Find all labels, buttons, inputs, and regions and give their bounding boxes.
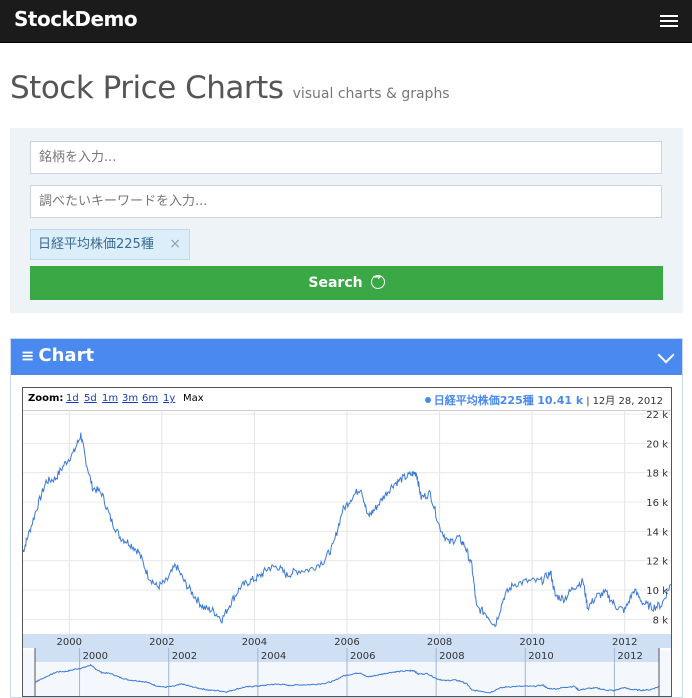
zoom-1d[interactable]: 1d: [66, 393, 79, 404]
navigator-tick-label: 2008: [439, 651, 464, 662]
y-tick-label: 22 k: [646, 410, 668, 421]
zoom-3m[interactable]: 3m: [122, 393, 139, 404]
tag-remove-icon[interactable]: ×: [169, 236, 181, 252]
menu-icon: ≡: [21, 346, 35, 365]
x-axis-band: [23, 634, 671, 648]
x-tick-label: 2006: [334, 637, 359, 648]
navigator-tick-label: 2002: [172, 651, 197, 662]
navigator-tick-label: 2012: [617, 651, 642, 662]
symbol-tag: 日経平均株価225種 ×: [30, 229, 190, 260]
zoom-6m[interactable]: 6m: [142, 393, 159, 404]
chart-panel-header[interactable]: ≡ Chart: [11, 339, 682, 375]
search-button-label: Search: [308, 275, 363, 291]
y-tick-label: 18 k: [646, 469, 668, 480]
search-button[interactable]: Search: [30, 266, 663, 300]
zoom-max[interactable]: Max: [183, 393, 204, 404]
zoom-1m[interactable]: 1m: [102, 393, 119, 404]
chart-legend: 日経平均株価225種 10.41 k | 12月 28, 2012: [424, 392, 663, 408]
y-tick-label: 16 k: [646, 498, 668, 509]
zoom-5d[interactable]: 5d: [84, 393, 97, 404]
x-tick-label: 2010: [519, 637, 544, 648]
brand-logo[interactable]: StockDemo: [14, 7, 138, 31]
price-series-line: [23, 432, 671, 628]
zoom-1y[interactable]: 1y: [163, 393, 176, 404]
stock-chart: Zoom: 1d 5d 1m 3m 6m 1y Max 日経平均株価225種 1…: [22, 387, 672, 697]
series-dot-icon: [424, 397, 431, 403]
x-tick-label: 2004: [242, 637, 267, 648]
x-tick-label: 2008: [427, 637, 452, 648]
x-tick-label: 2002: [149, 637, 174, 648]
chart-panel: ≡ Chart Zoom: 1d 5d 1m 3m 6m 1y Max 日経平均株…: [10, 338, 683, 698]
navigator-tick-label: 2004: [261, 651, 286, 662]
zoom-bar: Zoom: 1d 5d 1m 3m 6m 1y Max 日経平均株価225種 1…: [23, 388, 671, 411]
y-tick-label: 12 k: [646, 557, 668, 568]
navigator-tick-label: 2000: [83, 651, 108, 662]
x-tick-label: 2000: [57, 637, 82, 648]
navigator-tick-label: 2010: [528, 651, 553, 662]
chart-panel-title-text: Chart: [38, 345, 95, 366]
chart-panel-title: ≡ Chart: [21, 345, 94, 366]
zoom-label: Zoom:: [28, 393, 64, 404]
page-title: Stock Price Charts visual charts & graph…: [10, 70, 450, 106]
navigator-tick-label: 2006: [350, 651, 375, 662]
y-tick-label: 10 k: [646, 586, 668, 597]
chevron-down-icon[interactable]: [657, 346, 675, 364]
y-tick-label: 8 k: [653, 615, 669, 626]
symbol-tag-label: 日経平均株価225種: [38, 237, 154, 252]
search-panel: 日経平均株価225種 × Search: [10, 128, 683, 313]
chart-plot[interactable]: 8 k 10 k 12 k 14 k 16 k 18 k 20 k 22 k 2000 2002 2…: [23, 410, 671, 697]
legend-series-name: 日経平均株価225種: [433, 394, 534, 407]
page-title-main: Stock Price Charts: [10, 70, 284, 106]
y-tick-label: 14 k: [646, 527, 668, 538]
page-subtitle: visual charts & graphs: [292, 86, 450, 102]
navbar: StockDemo: [0, 0, 692, 43]
keyword-input[interactable]: [30, 185, 662, 218]
navigator-series-line: [34, 663, 659, 694]
hamburger-menu-icon[interactable]: [660, 15, 678, 29]
legend-date: 12月 28, 2012: [592, 396, 663, 407]
symbol-input[interactable]: [30, 141, 662, 174]
y-tick-label: 20 k: [646, 439, 668, 450]
x-tick-label: 2012: [612, 637, 637, 648]
legend-value: 10.41 k: [537, 394, 584, 407]
arrow-circle-right-icon: [370, 272, 385, 289]
